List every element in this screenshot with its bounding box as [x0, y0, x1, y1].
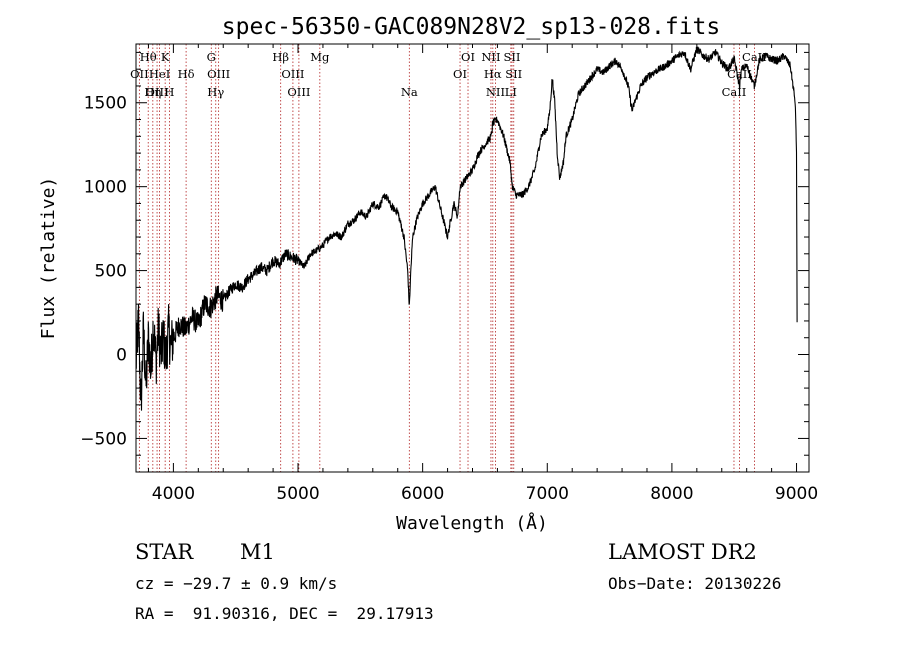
y-tick-label: 1000	[84, 178, 127, 198]
line-label: OI	[453, 67, 467, 81]
line-label: Mg	[310, 50, 330, 64]
redshift-cz: cz = −29.7 ± 0.9 km/s	[135, 574, 338, 593]
line-label: OI	[461, 50, 475, 64]
line-label: SII	[505, 67, 522, 81]
line-label: CaII	[742, 50, 767, 64]
y-tick-label: −500	[80, 429, 127, 449]
observation-date: Obs−Date: 20130226	[608, 574, 782, 593]
line-label: OIII	[281, 67, 304, 81]
line-label: LI	[505, 85, 517, 99]
y-axis-label: Flux (relative)	[38, 177, 59, 340]
line-label: H	[164, 85, 174, 99]
line-label: Hθ	[140, 50, 157, 64]
line-label: OIII	[287, 85, 310, 99]
x-tick-label: 6000	[401, 484, 444, 504]
chart-title: spec-56350-GAC089N28V2_sp13-028.fits	[222, 14, 721, 40]
y-axis: −500 0 500 1000 1500	[80, 51, 809, 473]
y-tick-label: 0	[116, 346, 127, 366]
line-label: HeI	[149, 67, 170, 81]
line-label: NII	[486, 85, 505, 99]
x-tick-label: 7000	[526, 484, 569, 504]
x-axis: 4000 5000 6000 7000 8000 9000	[147, 44, 818, 504]
coordinates: RA = 91.90316, DEC = 29.17913	[135, 604, 434, 623]
emission-line-markers	[138, 44, 755, 472]
survey-name: LAMOST DR2	[608, 540, 757, 564]
line-label: Hα	[484, 67, 502, 81]
x-tick-label: 8000	[650, 484, 693, 504]
x-tick-label: 4000	[152, 484, 195, 504]
line-label: OIII	[146, 85, 169, 99]
x-axis-label: Wavelength (Å)	[396, 512, 548, 534]
emission-line-labels: Hθ OII OIII HeI Hη K H Hδ G OIII Hγ Hβ OIII OIII Mg Na O…	[130, 50, 767, 99]
flux-series-line	[135, 46, 798, 411]
plot-frame	[135, 43, 810, 473]
object-subclass: M1	[240, 540, 275, 564]
y-tick-label: 500	[95, 262, 127, 282]
y-tick-label: 1500	[84, 94, 127, 114]
line-label: CaII	[727, 67, 752, 81]
line-label: Hδ	[178, 67, 195, 81]
x-tick-label: 9000	[775, 484, 818, 504]
line-label: K	[161, 50, 170, 64]
line-label: Hβ	[272, 50, 289, 64]
line-label: SII	[504, 50, 521, 64]
line-label: Hη	[144, 85, 161, 99]
line-label: Na	[401, 85, 418, 99]
x-tick-label: 5000	[276, 484, 319, 504]
line-label: CaII	[722, 85, 747, 99]
line-label: NII	[481, 50, 500, 64]
line-label: OII	[130, 67, 149, 81]
line-label: OIII	[207, 67, 230, 81]
object-class: STAR	[135, 540, 194, 564]
line-label: Hγ	[207, 85, 224, 99]
line-label: G	[207, 50, 216, 64]
